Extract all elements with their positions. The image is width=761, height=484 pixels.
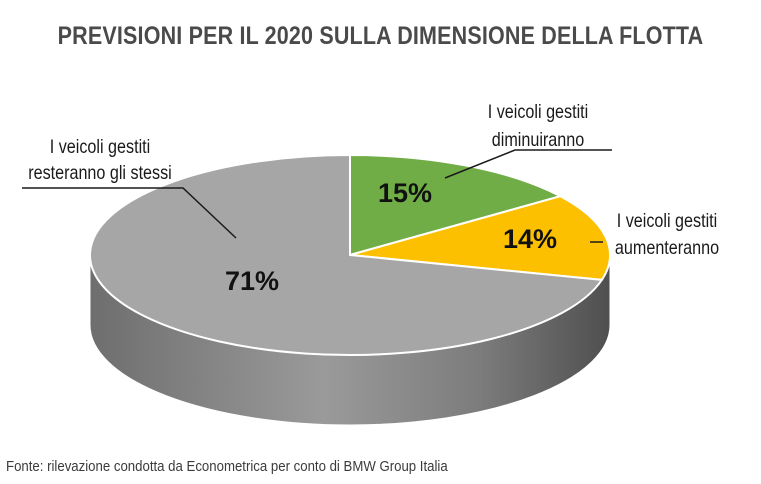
callout-label-2-line-2: aumenteranno: [615, 237, 719, 259]
pie-slice-2: [349, 195, 611, 281]
value-label-3: 71%: [225, 266, 279, 296]
leader-line-1: [444, 149, 612, 179]
source-note: Fonte: rilevazione condotta da Econometr…: [6, 458, 448, 475]
leader-line-3: [22, 187, 237, 239]
pie-slice-3: [89, 153, 604, 356]
callout-label-1-line-1: I veicoli gestiti: [488, 101, 588, 123]
pie-slice-1: [349, 153, 564, 257]
value-label-1: 15%: [378, 178, 432, 208]
callout-label-3-line-2: resteranno gli stessi: [28, 162, 172, 184]
callout-label-1-line-2: diminuiranno: [492, 129, 585, 151]
callout-label-3-line-1: I veicoli gestiti: [50, 136, 150, 158]
value-label-2: 14%: [503, 224, 557, 254]
callout-label-2-line-1: I veicoli gestiti: [617, 210, 717, 232]
chart-title: PREVISIONI PER IL 2020 SULLA DIMENSIONE …: [57, 22, 704, 50]
